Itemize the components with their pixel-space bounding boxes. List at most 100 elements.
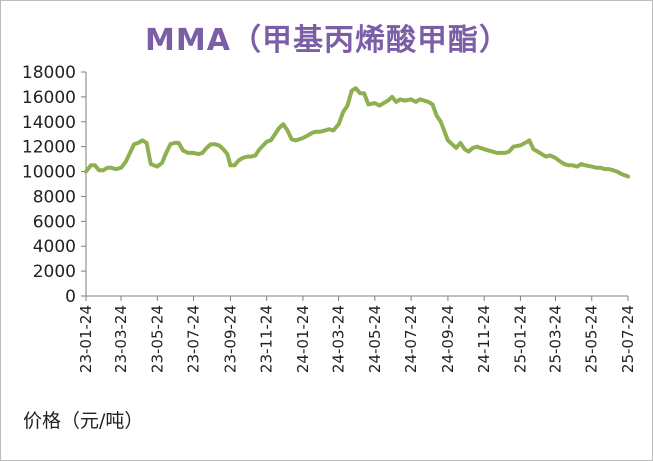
series-point [241, 156, 245, 160]
series-point [286, 129, 289, 132]
series-point [225, 152, 229, 156]
series-point [155, 165, 159, 169]
y-tick-label: 2000 [33, 262, 76, 282]
y-tick-label: 18000 [22, 63, 76, 83]
series-point [620, 172, 623, 176]
series-point [205, 146, 209, 150]
y-axis-unit-label: 价格（元/吨） [23, 410, 144, 432]
series-point [277, 126, 281, 130]
series-point [318, 130, 322, 134]
series-point [209, 142, 213, 146]
series-point [97, 168, 101, 172]
series-point [337, 122, 341, 126]
series-point [532, 147, 535, 151]
series-point [595, 166, 598, 170]
y-tick-label: 14000 [22, 113, 76, 133]
series-point [217, 143, 221, 147]
series-point [245, 155, 249, 159]
x-tick-label: 24-05-24 [366, 305, 384, 373]
x-tick-label: 23-09-24 [221, 305, 239, 373]
y-tick-label: 6000 [33, 212, 76, 232]
series-point [233, 163, 237, 167]
series-point [567, 163, 571, 167]
series-point [177, 141, 181, 145]
series-point [562, 162, 566, 166]
series-point [269, 138, 273, 142]
series-point [511, 145, 515, 149]
series-point [196, 152, 200, 156]
series-point [341, 110, 345, 114]
x-tick-label: 25-05-24 [583, 305, 601, 373]
series-point [373, 101, 377, 105]
series-point [327, 127, 331, 131]
x-tick-label: 25-03-24 [546, 305, 564, 373]
series-point [458, 141, 462, 145]
series-point [354, 86, 358, 90]
x-tick-label: 24-01-24 [294, 305, 312, 373]
series-point [314, 130, 318, 134]
chart-title: MMA（甲基丙烯酸甲酯） [145, 23, 510, 58]
series-point [186, 151, 190, 155]
series-point [119, 166, 123, 170]
series-point [454, 146, 458, 150]
series-point [575, 165, 579, 169]
y-tick-label: 8000 [33, 187, 76, 207]
y-axis-ticks: 0 2000 4000 6000 8000 10000 12000 14000 16000 180… [22, 63, 86, 307]
series-point [486, 148, 490, 152]
series-point [603, 167, 607, 171]
series-point [527, 138, 531, 142]
x-tick-label: 24-11-24 [475, 305, 493, 373]
series-point [110, 166, 114, 170]
series-point [258, 147, 261, 151]
series-point [536, 150, 540, 154]
series-point [482, 147, 486, 151]
y-tick-label: 4000 [33, 237, 76, 257]
x-tick-label: 24-09-24 [439, 305, 457, 373]
series-point [346, 104, 349, 108]
series-point [213, 142, 217, 146]
x-tick-label: 24-03-24 [330, 305, 348, 373]
series-point [253, 153, 257, 157]
series-point [544, 155, 548, 159]
series-point [607, 167, 611, 171]
series-point [467, 150, 471, 154]
series-point [105, 166, 109, 170]
series-point [301, 136, 305, 140]
y-tick-label: 0 [65, 287, 76, 307]
series-point [471, 146, 475, 150]
y-tick-label: 10000 [22, 163, 76, 183]
series-point [149, 162, 153, 166]
series-point [611, 168, 615, 172]
x-tick-label: 23-11-24 [258, 305, 276, 373]
y-tick-label: 12000 [22, 138, 76, 158]
series-point [101, 168, 105, 172]
series-point [273, 132, 277, 136]
series-point [237, 158, 241, 162]
series-point [386, 99, 390, 103]
series-point [306, 134, 310, 137]
x-tick-label: 24-07-24 [402, 305, 420, 373]
series-point [89, 163, 93, 167]
series-point [173, 141, 177, 145]
series-point [583, 163, 587, 167]
series-point [503, 151, 507, 155]
series-point [136, 141, 140, 145]
series-point [394, 100, 398, 104]
series-point [495, 151, 499, 155]
series-point [435, 114, 439, 118]
series-point [132, 142, 136, 146]
series-point [599, 166, 603, 170]
series-point [475, 145, 479, 149]
series-point [181, 148, 185, 152]
series-point [323, 129, 327, 132]
series-point [491, 150, 494, 154]
series-point [84, 170, 88, 174]
series-point [228, 163, 232, 167]
x-tick-label: 25-07-24 [619, 305, 637, 373]
series-point [362, 91, 366, 95]
series-point [414, 100, 418, 104]
series-point [249, 155, 253, 159]
series-point [439, 120, 443, 124]
series-point [540, 152, 544, 156]
